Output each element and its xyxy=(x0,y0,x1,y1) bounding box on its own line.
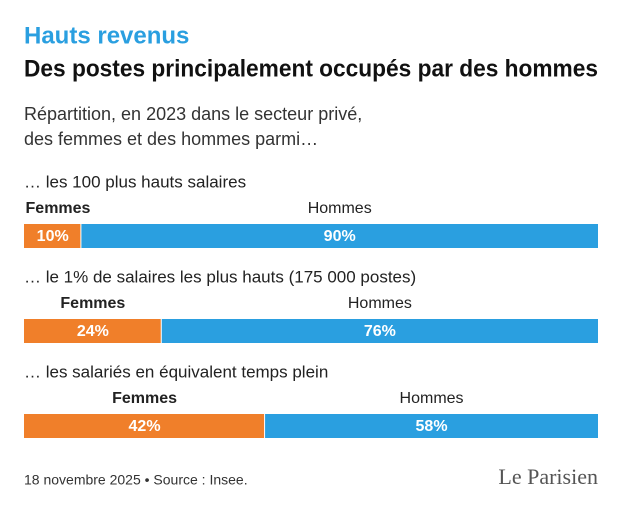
category-label: … les salariés en équivalent temps plein xyxy=(24,362,328,381)
bar-segment xyxy=(265,414,598,438)
value-label: 76% xyxy=(364,323,396,340)
value-label: 24% xyxy=(77,323,109,340)
bar-segment xyxy=(24,319,161,343)
bar-segment xyxy=(161,319,598,343)
kicker: Hauts revenus xyxy=(24,22,189,49)
series-name: Femmes xyxy=(26,200,91,217)
category-label: … les 100 plus hauts salaires xyxy=(24,172,246,191)
subtitle: Répartition, en 2023 dans le secteur pri… xyxy=(24,104,362,124)
subtitle: des femmes et des hommes parmi… xyxy=(24,129,318,149)
bar-segment xyxy=(81,224,598,248)
bar-segment xyxy=(24,224,81,248)
value-label: 58% xyxy=(416,418,448,435)
value-label: 10% xyxy=(37,228,69,245)
series-name: Hommes xyxy=(400,390,464,407)
series-name: Hommes xyxy=(348,295,412,312)
category-label: … le 1% de salaires les plus hauts (175 … xyxy=(24,267,416,286)
value-label: 42% xyxy=(129,418,161,435)
series-name: Hommes xyxy=(308,200,372,217)
bar-segment xyxy=(24,414,265,438)
source: 18 novembre 2025 • Source : Insee. xyxy=(24,472,248,488)
chart-title: Des postes principalement occupés par de… xyxy=(24,55,598,82)
series-name: Femmes xyxy=(60,295,125,312)
logo: Le Parisien xyxy=(498,464,598,489)
value-label: 90% xyxy=(324,228,356,245)
series-name: Femmes xyxy=(112,390,177,407)
